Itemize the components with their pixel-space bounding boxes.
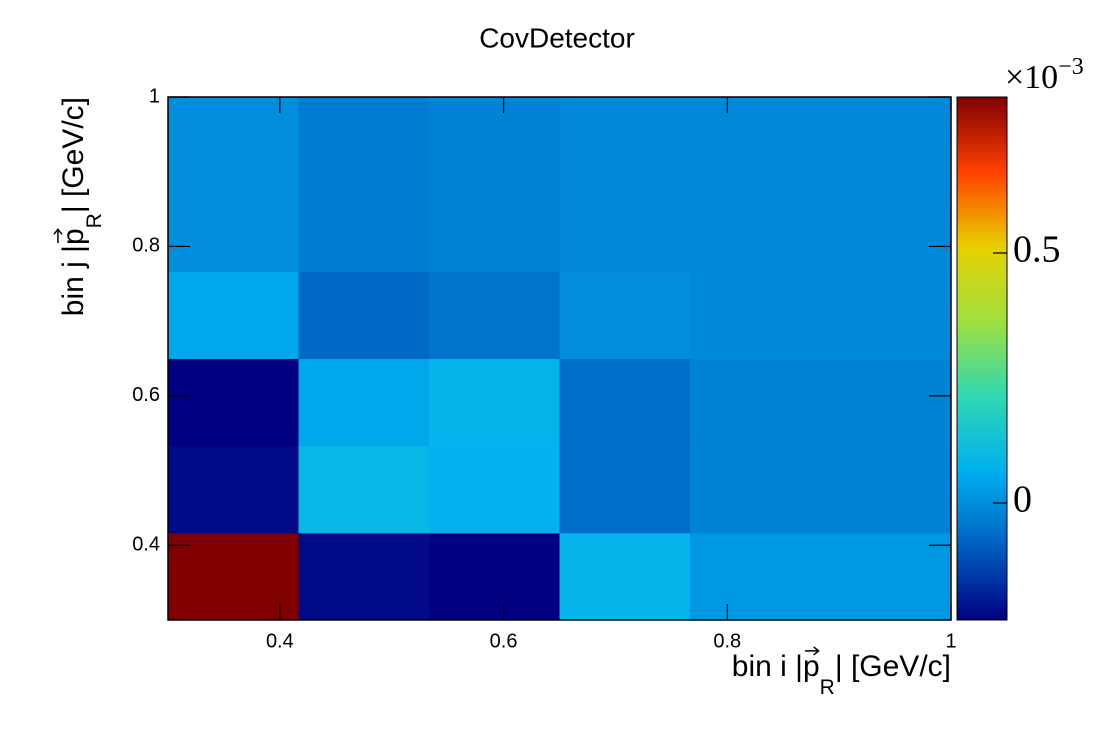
heatmap-cell <box>428 97 560 185</box>
heatmap-cell <box>298 445 430 534</box>
heatmap-cell <box>820 271 952 359</box>
y-tick-label: 1 <box>149 85 160 107</box>
heatmap-cell <box>559 184 691 272</box>
heatmap-cell <box>428 271 560 359</box>
chart-title: CovDetector <box>479 22 635 53</box>
heatmap-cell <box>559 97 691 185</box>
label-part: bin j | <box>57 245 90 316</box>
colorbar-multiplier: ×10−3 <box>1005 54 1084 96</box>
heatmap-cell <box>559 271 691 359</box>
heatmap-cell <box>428 445 560 534</box>
vector-arrow <box>53 228 63 244</box>
label-part: p <box>803 650 820 683</box>
heatmap-cell <box>690 184 821 272</box>
y-axis-label: bin j |pR| [GeV/c] <box>53 97 106 316</box>
label-part: | [GeV/c] <box>57 97 90 213</box>
heatmap-cell <box>428 532 560 621</box>
heatmap-cell <box>168 97 300 185</box>
colorbar-tick-label: 0.5 <box>1013 229 1061 271</box>
heatmap-cell <box>428 184 560 272</box>
x-tick-label: 0.6 <box>490 630 518 652</box>
heatmap-cell <box>168 358 300 447</box>
label-part: bin i | <box>732 650 803 683</box>
heatmap-cell <box>168 184 300 272</box>
heatmap-cell <box>690 532 821 621</box>
label-subscript: R <box>83 213 106 228</box>
heatmap-cell <box>168 445 300 534</box>
label-subscript: R <box>820 676 835 699</box>
heatmap-cell <box>690 271 821 359</box>
plot-frame <box>167 96 952 621</box>
heatmap-cell <box>298 358 430 447</box>
heatmap-cell <box>298 271 430 359</box>
heatmap-cell <box>690 97 821 185</box>
x-tick-label: 1 <box>945 630 956 652</box>
heatmap-cell <box>820 184 952 272</box>
y-tick-label: 0.4 <box>132 534 160 556</box>
label-part: | [GeV/c] <box>835 650 951 683</box>
multiplier-exponent: −3 <box>1058 54 1084 80</box>
heatmap-cell <box>298 532 430 621</box>
heatmap-cell <box>820 97 952 185</box>
x-tick-label: 0.4 <box>266 630 294 652</box>
y-axis-title: bin j |pR| [GeV/c] <box>57 97 106 316</box>
y-tick-label: 0.6 <box>132 384 160 406</box>
colorbar <box>956 96 1008 621</box>
label-part: p <box>57 228 90 245</box>
vector-arrow <box>804 646 820 656</box>
multiplier-base: ×10 <box>1005 59 1058 96</box>
heatmap-cell <box>559 532 691 621</box>
heatmap-cell <box>298 97 430 185</box>
heatmap-cell <box>559 445 691 534</box>
heatmap-cell <box>690 358 821 447</box>
heatmap-cell <box>168 271 300 359</box>
cells <box>168 97 952 621</box>
x-axis-label: bin i |pR| [GeV/c] <box>732 646 951 699</box>
colorbar-tick-label: 0 <box>1013 479 1032 521</box>
x-axis-title: bin i |pR| [GeV/c] <box>732 650 951 699</box>
heatmap-cell <box>820 532 952 621</box>
heatmap-cell <box>168 532 300 621</box>
heatmap-cell <box>690 445 821 534</box>
y-tick-label: 0.8 <box>132 235 160 257</box>
heatmap-cell <box>428 358 560 447</box>
heatmap-cell <box>559 358 691 447</box>
heatmap-cell <box>820 358 952 447</box>
heatmap-cell <box>820 445 952 534</box>
heatmap-cell <box>298 184 430 272</box>
x-tick-label: 0.8 <box>713 630 741 652</box>
